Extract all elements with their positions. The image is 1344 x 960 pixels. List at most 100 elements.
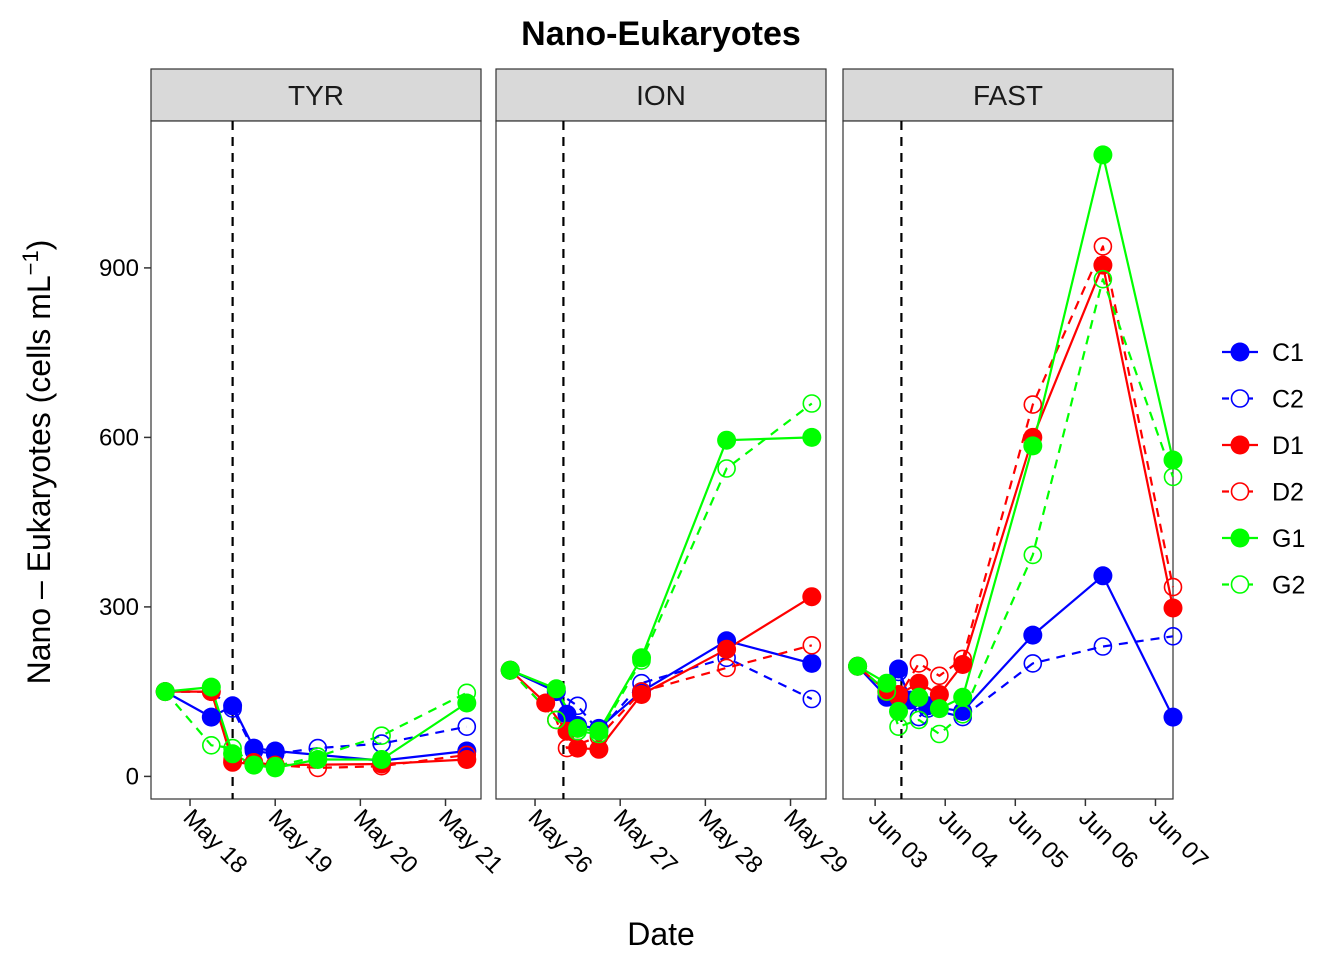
legend-key-marker: [1230, 389, 1250, 408]
data-point-g2: [457, 683, 477, 703]
data-point-g2: [265, 756, 285, 776]
data-point-c1: [1163, 707, 1183, 727]
data-point-g1: [1163, 450, 1183, 470]
data-point-g2: [930, 724, 949, 744]
data-point-c1: [1023, 625, 1043, 645]
data-point-g1: [589, 721, 609, 741]
legend-key-marker: [1230, 435, 1250, 455]
data-point-g1: [1093, 145, 1113, 165]
legend-item-d2: D2: [1222, 479, 1304, 507]
data-point-g1: [953, 687, 973, 707]
data-point-g1: [457, 693, 477, 713]
data-point-d1: [568, 738, 588, 758]
data-point-g1: [244, 755, 264, 775]
facet-strip-label: ION: [636, 80, 686, 111]
x-tick-label: May 26: [523, 804, 598, 879]
data-point-d1: [1163, 598, 1183, 618]
x-tick-label: May 18: [178, 804, 253, 879]
data-point-g2: [632, 651, 651, 670]
legend-item-g2: G2: [1222, 572, 1305, 600]
legend-key-marker: [1230, 482, 1250, 501]
data-point-d2: [802, 635, 822, 655]
legend-label: D1: [1272, 432, 1304, 460]
data-point-c2: [223, 699, 242, 718]
data-point-d1: [1093, 255, 1113, 275]
data-point-g2: [909, 710, 929, 730]
data-point-d2: [717, 658, 736, 678]
data-point-g1: [155, 682, 175, 702]
legend-label: G1: [1272, 525, 1305, 553]
x-tick-label: May 21: [433, 804, 508, 879]
facet-strip: [495, 68, 827, 122]
panel-fast: FAST Jun 03 Jun 04 Jun 05 Jun 06 Jun 07: [842, 68, 1213, 874]
data-point-c2: [1023, 654, 1043, 673]
data-point-d2: [632, 682, 651, 701]
data-point-d1: [536, 693, 556, 713]
data-point-c2: [1163, 626, 1183, 646]
data-point-g1: [500, 660, 520, 680]
x-tick-label: Jun 03: [863, 804, 933, 874]
data-point-g2: [568, 721, 587, 741]
y-axis: 0 300 600 900: [99, 255, 151, 790]
legend-label: D2: [1272, 479, 1304, 507]
data-point-g1: [632, 648, 651, 668]
data-point-g2: [953, 704, 973, 724]
x-tick-label: Jun 06: [1073, 804, 1143, 874]
legend-item-c2: C2: [1222, 386, 1304, 414]
data-point-g2: [546, 710, 566, 730]
facet-strip: [150, 68, 482, 122]
x-tick-label: May 19: [263, 804, 338, 879]
x-axis-title: Date: [627, 916, 695, 952]
data-point-d1: [457, 750, 477, 769]
data-point-d2: [1163, 577, 1183, 597]
legend-item-d1: D1: [1222, 432, 1304, 460]
data-point-d1: [717, 639, 737, 659]
y-tick-label: 0: [126, 763, 139, 790]
data-point-g1: [568, 718, 588, 738]
legend-key-marker: [1230, 528, 1250, 548]
legend: C1 C2 D1 D2 G1 G2: [1222, 339, 1305, 600]
facet-strip-label: TYR: [288, 80, 344, 111]
legend-key-marker: [1230, 342, 1250, 362]
data-point-d1: [929, 685, 949, 704]
legend-label: G2: [1272, 572, 1305, 600]
data-point-d1: [632, 685, 651, 704]
data-point-g2: [802, 394, 822, 413]
panel-border: [150, 120, 482, 800]
data-point-g1: [372, 750, 392, 769]
y-tick-label: 300: [99, 594, 139, 621]
data-point-d2: [457, 745, 477, 765]
data-point-g1: [1023, 436, 1043, 456]
x-tick-label: May 20: [348, 804, 423, 879]
data-point-g1: [802, 427, 822, 447]
x-tick-label: Jun 04: [933, 804, 1003, 874]
series-line-d2: [165, 690, 467, 770]
data-point-d2: [953, 649, 973, 669]
data-point-c2: [457, 717, 477, 737]
data-point-g2: [877, 682, 897, 701]
data-point-g2: [1093, 269, 1113, 289]
data-point-c2: [802, 689, 822, 709]
data-point-g1: [308, 750, 328, 769]
data-point-g2: [717, 459, 736, 478]
data-point-c1: [1093, 566, 1113, 586]
data-point-g2: [244, 755, 264, 775]
legend-item-g1: G1: [1222, 525, 1305, 553]
legend-label: C1: [1272, 339, 1304, 367]
data-point-g2: [155, 682, 175, 701]
data-point-g1: [929, 699, 949, 719]
data-point-g1: [848, 656, 868, 676]
data-point-g1: [889, 701, 908, 721]
panel-ion: ION May 26 May 27 May 28 May 29: [495, 68, 853, 879]
y-tick-label: 900: [99, 255, 139, 282]
data-point-c1: [223, 696, 243, 716]
data-point-g2: [1023, 545, 1043, 565]
data-point-c1: [802, 653, 822, 673]
panel-tyr: TYR May 18 May 19 May 20 May 21: [150, 68, 508, 879]
data-point-d2: [909, 654, 929, 673]
data-point-c2: [889, 662, 908, 682]
data-point-g1: [909, 687, 929, 707]
facet-strip: [842, 68, 1174, 122]
